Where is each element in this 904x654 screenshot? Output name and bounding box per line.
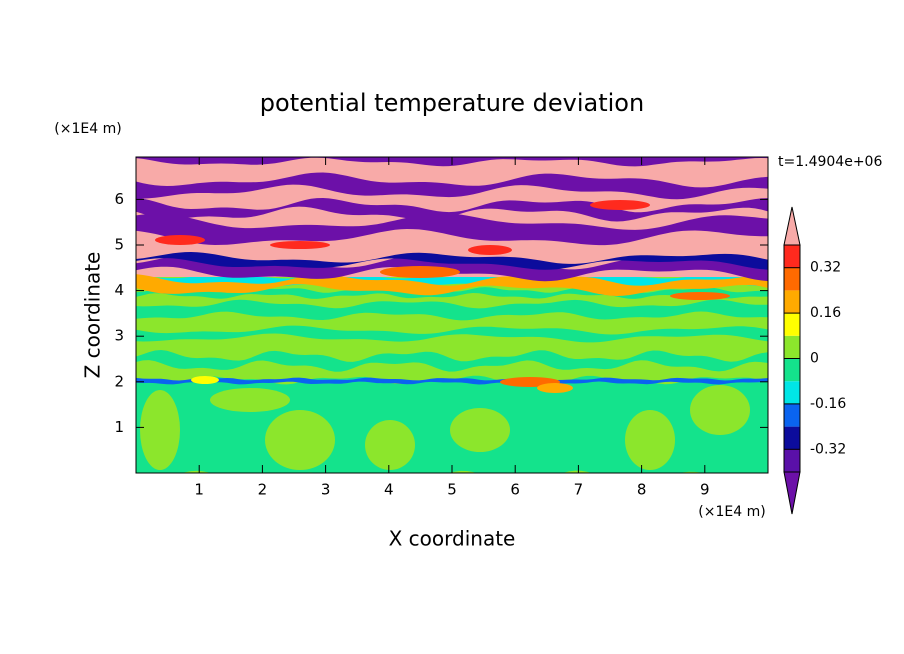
colorbar-tick-label: -0.32 (810, 441, 846, 457)
y-axis-label: Z coordinate (81, 252, 105, 379)
contour-region (136, 299, 768, 321)
contour-region (136, 254, 768, 282)
colorbar-swatch (784, 290, 800, 314)
x-tick-label: 4 (384, 481, 394, 499)
colorbar-swatch (784, 358, 800, 382)
chart-title: potential temperature deviation (260, 89, 644, 117)
x-unit: (×1E4 m) (698, 504, 765, 520)
x-tick-label: 9 (700, 481, 710, 499)
colorbar-swatch (784, 313, 800, 336)
contour-region (270, 241, 330, 249)
contour-region (155, 235, 205, 245)
y-tick-label: 3 (114, 327, 124, 345)
contour-region (136, 197, 768, 222)
contour-region (136, 350, 768, 372)
x-axis-label: X coordinate (389, 527, 516, 551)
x-tick-label: 2 (258, 481, 268, 499)
x-tick-label: 5 (447, 481, 457, 499)
y-tick-label: 2 (114, 372, 124, 390)
colorbar-tick-label: 0 (810, 351, 819, 367)
colorbar-swatch (784, 267, 800, 291)
y-tick-label: 5 (114, 236, 124, 254)
contour-region (537, 383, 573, 393)
colorbar-swatch (784, 426, 800, 450)
contour-region (136, 377, 768, 385)
y-tick-label: 1 (114, 418, 124, 436)
contour-region (265, 410, 335, 470)
contour-field (136, 157, 768, 473)
contour-region (670, 292, 730, 300)
contour-region (380, 266, 460, 278)
contour-region (136, 325, 768, 343)
colorbar-swatch (784, 245, 800, 268)
contour-region (136, 213, 768, 246)
colorbar-extend-min (783, 471, 801, 515)
x-tick-label: 6 (510, 481, 520, 499)
x-tick-label: 3 (321, 481, 331, 499)
colorbar-swatch (784, 403, 800, 427)
colorbar-tick-label: -0.16 (810, 396, 846, 412)
y-tick-label: 4 (114, 281, 124, 299)
colorbar-tick-label: 0.32 (810, 260, 841, 276)
contour-region (140, 390, 180, 470)
contour-region (625, 410, 675, 470)
contour-region (590, 200, 650, 210)
x-tick-label: 7 (574, 481, 584, 499)
x-tick-label: 1 (194, 481, 204, 499)
contour-region (136, 252, 768, 270)
colorbar-swatch (784, 335, 800, 359)
colorbar-extend-max (783, 206, 801, 246)
x-tick-label: 8 (637, 481, 647, 499)
contour-region (365, 420, 415, 470)
contour-region (450, 408, 510, 452)
contour-region (468, 245, 512, 255)
contour-region (210, 388, 290, 412)
annotation: t=1.4904e+06 (778, 154, 882, 170)
colorbar-swatch (784, 381, 800, 404)
contour-region (191, 376, 219, 384)
y-unit: (×1E4 m) (54, 121, 121, 137)
contour-region (136, 172, 768, 200)
y-tick-label: 6 (114, 190, 124, 208)
contour-region (136, 274, 768, 296)
colorbar-tick-label: 0.16 (810, 305, 841, 321)
contour-region (690, 385, 750, 435)
colorbar-swatch (784, 449, 800, 472)
